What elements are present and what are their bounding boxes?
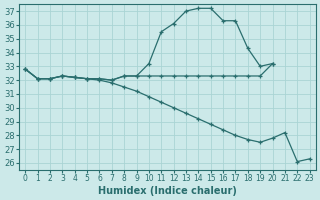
X-axis label: Humidex (Indice chaleur): Humidex (Indice chaleur) [98,186,237,196]
